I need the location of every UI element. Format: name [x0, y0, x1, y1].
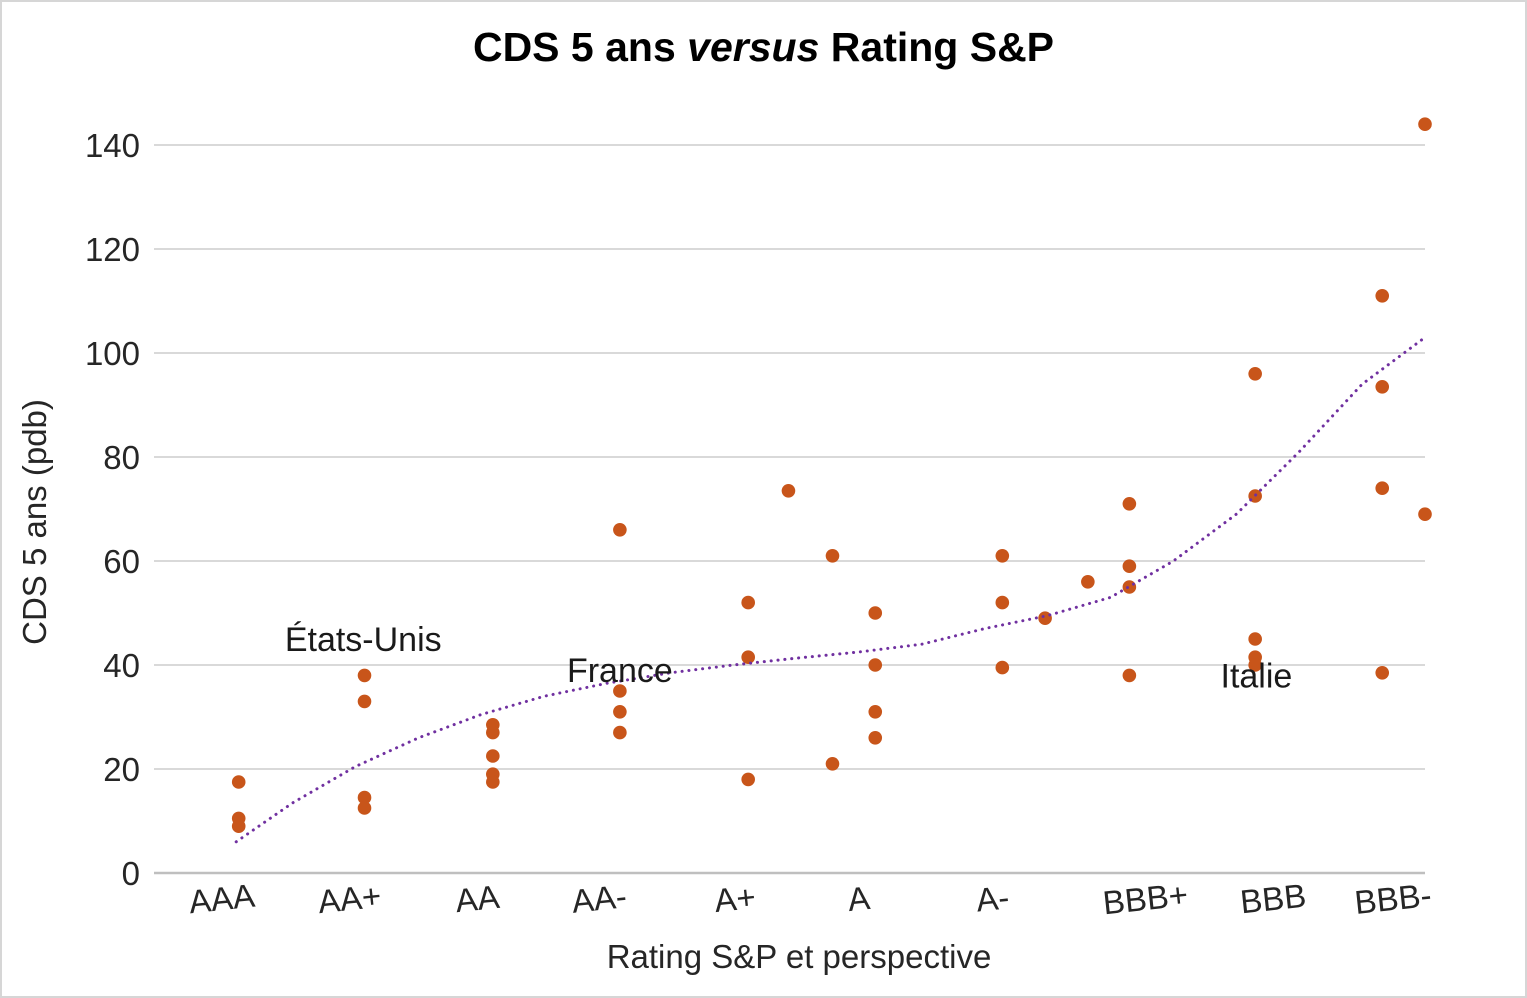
chart-title-italic-word: versus	[687, 24, 820, 70]
data-point	[1122, 580, 1137, 594]
y-tick-label: 40	[103, 647, 140, 684]
data-point	[741, 650, 755, 664]
data-point	[1038, 611, 1052, 625]
x-tick-label: A+	[712, 878, 757, 919]
data-point	[1375, 666, 1390, 680]
data-point	[231, 819, 246, 833]
x-tick-label: A	[846, 879, 872, 918]
data-point	[995, 660, 1010, 675]
data-point	[231, 775, 246, 789]
data-point	[486, 749, 500, 763]
data-point	[868, 606, 883, 620]
data-point	[1375, 481, 1390, 496]
data-point	[1375, 289, 1390, 303]
data-point	[1248, 632, 1262, 646]
trendline	[234, 335, 1427, 844]
x-tick-label: AA+	[316, 877, 383, 920]
data-point	[486, 775, 500, 789]
data-point	[995, 595, 1010, 610]
data-point	[1248, 367, 1262, 381]
y-tick-label: 20	[103, 751, 140, 788]
x-tick-label: AA-	[570, 877, 629, 920]
data-point	[357, 790, 372, 805]
y-tick-label: 140	[85, 127, 140, 164]
y-tick-label: 80	[103, 439, 140, 476]
data-point	[1081, 575, 1095, 589]
data-point	[741, 772, 755, 787]
data-point	[1122, 559, 1137, 573]
chart-title-prefix: CDS 5 ans	[472, 24, 688, 70]
x-tick-label: AA	[454, 878, 502, 919]
data-point	[357, 801, 372, 815]
chart-title-suffix: Rating S&P	[819, 24, 1055, 70]
data-point	[868, 705, 883, 719]
data-point	[1375, 380, 1390, 394]
data-point	[1122, 497, 1137, 511]
data-point	[1418, 117, 1432, 131]
x-tick-label: BBB+	[1101, 876, 1190, 922]
x-tick-label: BBB	[1238, 877, 1308, 921]
data-point	[613, 705, 627, 719]
x-tick-label: AAA	[187, 877, 257, 921]
data-point	[613, 725, 627, 740]
data-point	[1418, 507, 1432, 521]
data-point	[995, 549, 1010, 563]
x-tick-label: A-	[974, 878, 1011, 918]
data-point	[1248, 658, 1262, 672]
data-point	[613, 684, 627, 698]
x-tick-label: BBB-	[1353, 876, 1433, 921]
data-point	[781, 484, 796, 498]
data-point	[357, 668, 372, 683]
annotation-france: France	[567, 652, 673, 690]
data-point	[868, 731, 883, 745]
data-point	[825, 549, 840, 563]
chart-title: CDS 5 ans versus Rating S&P	[2, 24, 1525, 71]
annotation-etats-unis: États-Unis	[285, 621, 442, 659]
data-point	[357, 694, 372, 709]
x-axis-title: Rating S&P et perspective	[607, 938, 992, 975]
data-point	[825, 757, 840, 771]
y-axis-title: CDS 5 ans (pdb)	[16, 399, 53, 645]
data-point	[613, 523, 627, 537]
annotation-italie: Italie	[1221, 657, 1293, 695]
y-tick-label: 0	[122, 855, 140, 892]
y-tick-label: 60	[103, 543, 140, 580]
data-point	[868, 658, 883, 672]
y-tick-label: 120	[85, 231, 140, 268]
y-tick-label: 100	[85, 335, 140, 372]
data-point	[1122, 668, 1137, 683]
data-point	[486, 725, 500, 740]
data-point	[741, 595, 755, 610]
